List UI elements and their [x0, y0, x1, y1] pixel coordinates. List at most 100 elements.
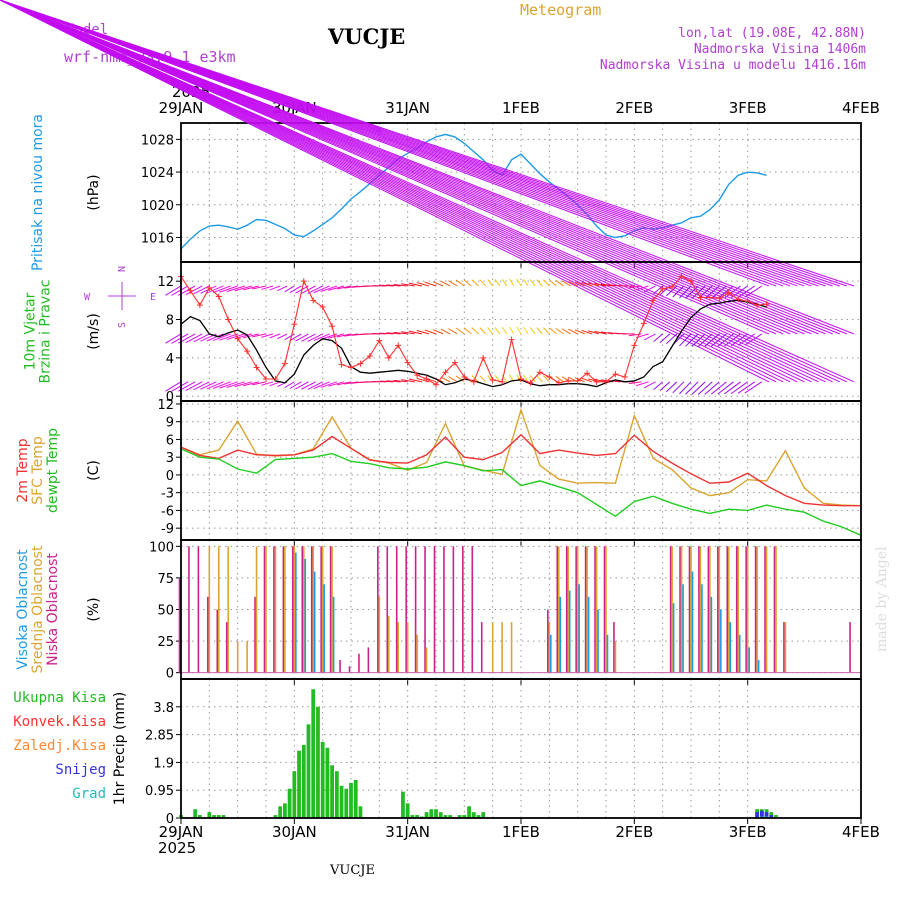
cloud-bar: [691, 571, 694, 673]
wind-barb: [401, 331, 415, 335]
precip-bar: [476, 815, 481, 818]
precip-bar: [344, 788, 349, 818]
precip-bar: [405, 803, 410, 818]
y-tick-label: 50: [157, 604, 174, 619]
x-tick-label-bottom: 4FEB: [842, 823, 880, 841]
cloud-bar: [707, 546, 710, 673]
precip-bar: [193, 809, 198, 818]
wind-barb: [328, 333, 345, 339]
cloud-bar: [246, 641, 248, 673]
wind-gust-marker: [518, 375, 524, 382]
wind-barb: [724, 381, 741, 395]
cloud-bar: [312, 546, 315, 673]
wind-gust-marker: [489, 376, 496, 383]
cloud-bar: [605, 546, 607, 673]
wind-barb: [737, 285, 756, 298]
wind-barb: [643, 381, 656, 389]
wind-gust-marker: [546, 374, 553, 381]
precip-bar: [273, 815, 278, 818]
wind-barb: [344, 285, 359, 289]
wind-barb: [494, 279, 501, 287]
wind-barb: [0, 0, 855, 383]
y-tick-label: -3: [161, 487, 174, 502]
wind-barb: [717, 285, 734, 299]
wind-barb: [508, 278, 515, 287]
y-tick-label: 1.9: [153, 756, 174, 771]
y-tick-label: 3: [166, 451, 174, 466]
wind-barb: [165, 333, 182, 344]
cloud-bar: [274, 546, 277, 673]
wind-barb: [171, 333, 189, 344]
wind-barb: [717, 381, 734, 395]
wind-gust-marker: [414, 372, 421, 379]
wind-barb: [628, 381, 642, 385]
wind-barb: [284, 333, 295, 341]
wind-gust-marker: [508, 336, 515, 343]
wind-gust-marker: [593, 378, 600, 385]
precip-bar: [207, 812, 212, 818]
wind-barb: [516, 326, 522, 335]
wind-barb: [212, 333, 231, 342]
legend-label: Konvek.Kisa: [13, 714, 106, 730]
wind-barb: [653, 333, 663, 343]
wind-barb: [219, 285, 238, 293]
cloud-bar: [688, 546, 691, 673]
precip-bar: [325, 747, 330, 818]
wind-barb: [251, 333, 267, 338]
wind-barb: [289, 333, 302, 342]
wind-barb: [594, 330, 607, 335]
wind-barb: [307, 381, 323, 390]
wind-gust-marker: [744, 298, 751, 305]
wind-barb: [710, 285, 727, 299]
wind-gust-marker: [385, 354, 392, 361]
cloud-bar: [501, 622, 503, 673]
wind-barb: [516, 278, 522, 287]
wind-barb: [555, 280, 564, 287]
cloud-bar: [575, 546, 577, 673]
cloud-bar: [587, 596, 590, 673]
cloud-bar: [568, 590, 571, 673]
wind-barb: [171, 285, 189, 296]
cloud-bar: [292, 546, 294, 673]
cloud-bar: [491, 622, 494, 673]
wind-gust-marker: [725, 289, 732, 296]
wind-barb: [653, 285, 663, 295]
y-tick-label: 0: [166, 469, 174, 484]
wind-barb: [643, 333, 656, 341]
cloud-bar: [293, 546, 296, 673]
x-tick-label-bottom: 30JAN: [272, 823, 317, 841]
wind-barb: [588, 282, 600, 287]
cloud-bar: [236, 641, 239, 673]
precip-bar: [292, 771, 297, 818]
cloud-bar: [263, 546, 266, 673]
precip-bar: [481, 812, 486, 818]
cloud-bar: [735, 546, 738, 673]
wind-barb: [243, 381, 260, 387]
wind-barb: [0, 0, 855, 335]
cloud-bar: [717, 546, 719, 673]
wind-gust-marker: [404, 359, 411, 366]
cloud-bar: [282, 546, 285, 673]
cloud-bar: [310, 546, 313, 673]
wind-gust-marker: [433, 381, 439, 388]
precip-bar: [311, 689, 316, 818]
wind-barb: [171, 381, 189, 392]
precip-bar: [306, 724, 311, 818]
precip-bar: [339, 785, 344, 818]
wind-barb: [717, 333, 734, 347]
wind-barb: [301, 333, 316, 342]
cloud-bar: [614, 641, 617, 673]
cloud-bar: [510, 622, 513, 673]
wind-gust-marker: [470, 378, 477, 385]
wind-gust-marker: [319, 304, 326, 311]
wind-barb: [269, 333, 281, 339]
wind-gust-marker: [536, 369, 543, 376]
legend-label: Visoka Oblacnost: [15, 549, 31, 670]
cloud-bar: [178, 577, 181, 673]
x-tick-label-top: 29JAN: [159, 99, 204, 117]
chart-title: Meteogram: [520, 1, 601, 19]
wind-barb: [516, 374, 522, 383]
wind-barb: [643, 285, 656, 293]
cloud-bar: [304, 558, 307, 673]
wind-barb: [401, 283, 415, 287]
